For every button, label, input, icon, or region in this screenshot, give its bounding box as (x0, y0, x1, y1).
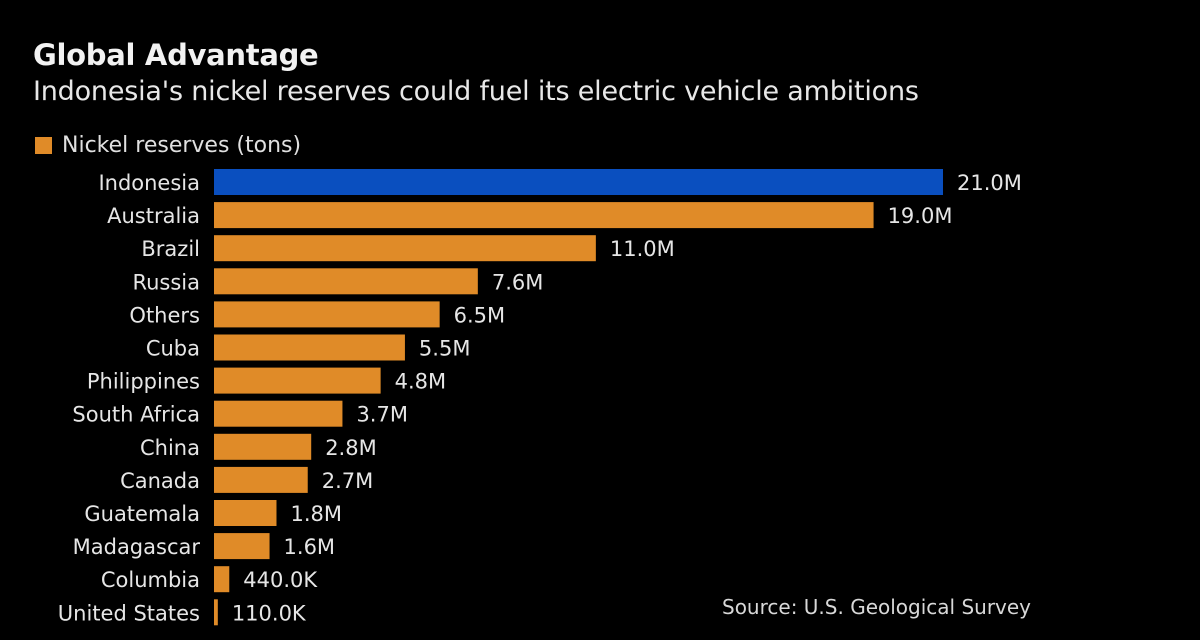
value-label: 11.0M (610, 237, 675, 261)
value-label: 19.0M (888, 204, 953, 228)
category-label: China (140, 436, 200, 460)
category-label: Canada (120, 469, 200, 493)
category-label: Australia (107, 204, 200, 228)
value-label: 4.8M (395, 370, 447, 394)
category-label: Cuba (146, 337, 200, 361)
bar (214, 533, 270, 560)
category-label: Others (129, 303, 200, 327)
value-label: 1.6M (284, 535, 336, 559)
legend-swatch (35, 137, 52, 154)
bar (214, 268, 478, 295)
value-label: 3.7M (356, 403, 408, 427)
category-label: South Africa (72, 403, 200, 427)
bar (214, 500, 277, 526)
value-label: 21.0M (957, 171, 1022, 195)
category-label: Russia (132, 270, 200, 294)
bar (214, 202, 874, 229)
bar (214, 599, 218, 626)
value-label: 2.7M (322, 469, 374, 493)
bar (214, 367, 381, 394)
category-label: United States (58, 601, 200, 625)
value-label: 110.0K (232, 601, 307, 625)
value-label: 2.8M (325, 436, 377, 460)
value-label: 5.5M (419, 337, 471, 361)
legend-label: Nickel reserves (tons) (62, 133, 302, 158)
category-label: Madagascar (73, 535, 201, 559)
category-label: Philippines (87, 370, 200, 394)
source-note: Source: U.S. Geological Survey (722, 595, 1032, 619)
legend: Nickel reserves (tons) (35, 133, 301, 158)
category-label: Indonesia (98, 171, 200, 195)
value-label: 1.8M (290, 502, 342, 526)
chart-subtitle: Indonesia's nickel reserves could fuel i… (33, 76, 919, 107)
category-label: Guatemala (84, 502, 200, 526)
category-label: Brazil (141, 237, 200, 261)
value-label: 6.5M (454, 303, 506, 327)
bar (214, 235, 596, 262)
bar (214, 466, 308, 493)
bar (214, 433, 312, 460)
bar (214, 169, 943, 195)
value-label: 7.6M (492, 270, 544, 294)
value-label: 440.0K (243, 568, 318, 592)
bar (214, 334, 405, 361)
bar (214, 400, 343, 427)
bar (214, 566, 230, 593)
category-label: Columbia (101, 568, 200, 592)
bar (214, 301, 440, 328)
chart-title: Global Advantage (33, 38, 319, 72)
